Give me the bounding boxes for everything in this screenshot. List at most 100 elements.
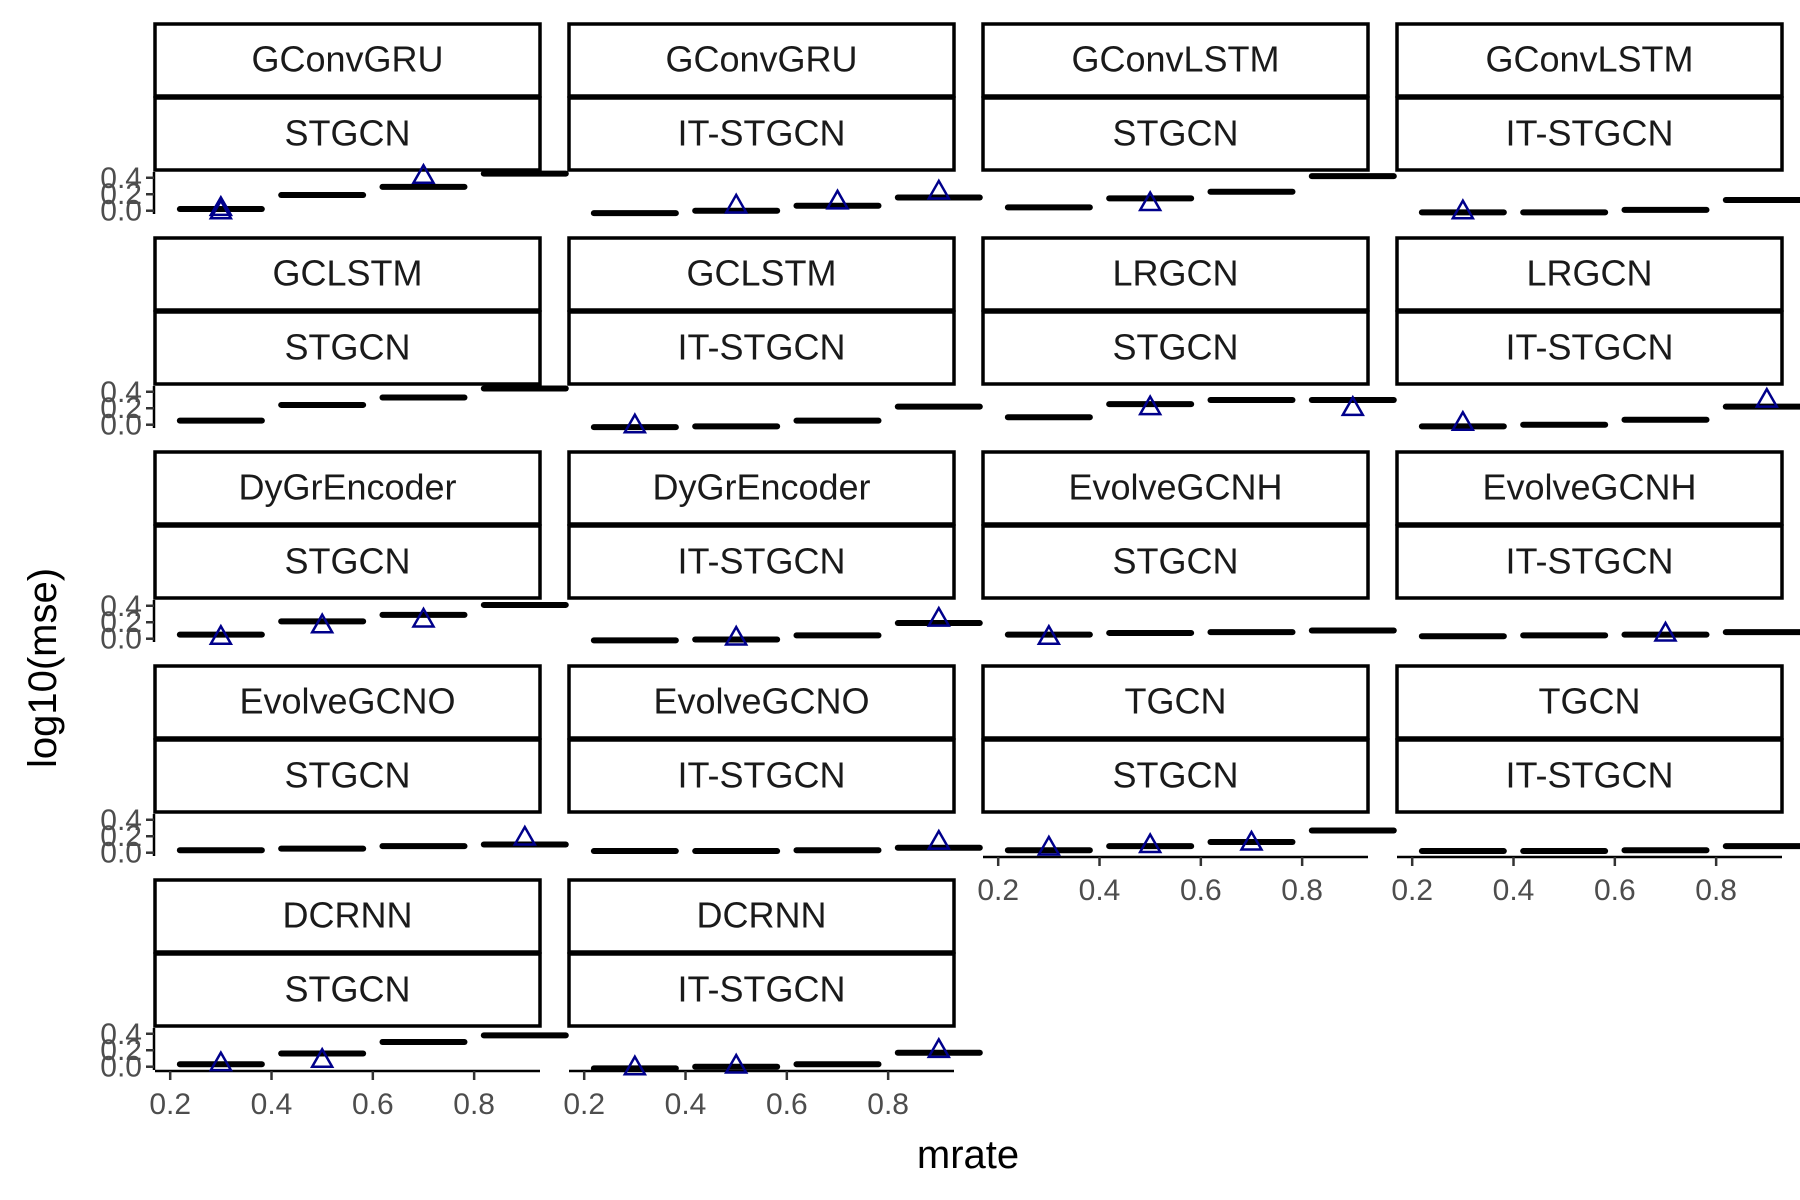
outlier-point <box>1754 386 1779 408</box>
strip-bottom-box <box>153 524 542 600</box>
strip-top-box <box>567 22 956 98</box>
y-tick-label: 0.4 <box>100 590 142 623</box>
strip-top-box <box>567 664 956 740</box>
facet-panel: GConvLSTM IT-STGCN <box>1395 22 1800 220</box>
strip-top-label: GConvLSTM <box>1071 39 1279 80</box>
outlier-point <box>926 178 951 200</box>
outlier-point <box>926 828 951 850</box>
y-tick-label: 0.4 <box>100 1018 142 1051</box>
strip-top-label: EvolveGCNO <box>239 681 455 722</box>
strip-top-label: GConvLSTM <box>1485 39 1693 80</box>
strip-top-label: EvolveGCNO <box>653 681 869 722</box>
facet-panel: DyGrEncoder STGCN 0.00.20.4 <box>100 450 569 656</box>
strip-top-box <box>981 22 1370 98</box>
y-tick-label: 0.2 <box>100 1034 142 1067</box>
y-tick-label: 0.0 <box>100 623 142 656</box>
outlier-point <box>622 412 648 434</box>
strip-bottom-box <box>153 738 542 814</box>
strip-bottom-label: IT-STGCN <box>1506 755 1674 796</box>
strip-bottom-label: STGCN <box>1113 327 1239 368</box>
x-tick-label: 0.6 <box>352 1088 394 1121</box>
strip-top-label: DyGrEncoder <box>238 467 456 508</box>
panels-layer: GConvGRUSTGCN0.00.20.4GConvGRUIT-STGCNGC… <box>100 22 1800 1121</box>
outlier-point <box>724 192 749 214</box>
strip-bottom-label: STGCN <box>285 755 411 796</box>
strip-bottom-label: IT-STGCN <box>1506 327 1674 368</box>
outlier-point <box>1138 831 1163 854</box>
outlier-point <box>1239 829 1264 851</box>
strip-bottom-label: IT-STGCN <box>678 969 846 1010</box>
strip-bottom-label: STGCN <box>1113 755 1239 796</box>
facet-panel: GConvLSTM STGCN <box>981 22 1397 212</box>
y-axis-title: log10(mse) <box>21 568 65 768</box>
y-tick-label: 0.2 <box>100 178 142 211</box>
strip-bottom-label: IT-STGCN <box>678 327 846 368</box>
strip-top-box <box>153 664 542 740</box>
strip-bottom-box <box>567 310 956 386</box>
strip-bottom-label: STGCN <box>285 113 411 154</box>
y-tick-label: 0.0 <box>100 409 142 442</box>
outlier-point <box>1036 623 1062 645</box>
strip-top-box <box>1395 22 1784 98</box>
x-tick-label: 0.2 <box>149 1088 191 1121</box>
facet-panel: EvolveGCNH STGCN <box>981 450 1397 645</box>
x-tick-label: 0.2 <box>977 874 1019 907</box>
strip-bottom-box <box>981 738 1370 814</box>
x-axis-title: mrate <box>917 1133 1019 1177</box>
outlier-point <box>411 162 436 185</box>
facet-panel: GCLSTM STGCN 0.00.20.4 <box>100 236 569 442</box>
x-tick-label: 0.6 <box>1594 874 1636 907</box>
facet-panel: TGCN IT-STGCN 0.2 0.4 0.6 0.8 <box>1391 664 1800 907</box>
facet-panel: GConvGRU STGCN 0.00.20.4 <box>100 22 569 228</box>
outlier-point <box>1450 198 1476 220</box>
strip-top-label: LRGCN <box>1526 253 1652 294</box>
x-tick-label: 0.8 <box>1281 874 1323 907</box>
strip-top-box <box>567 878 956 954</box>
y-tick-label: 0.2 <box>100 820 142 853</box>
outlier-point <box>310 1046 335 1069</box>
strip-bottom-box <box>567 524 956 600</box>
x-tick-label: 0.4 <box>251 1088 293 1121</box>
outlier-point <box>512 824 537 846</box>
x-tick-label: 0.8 <box>1695 874 1737 907</box>
strip-bottom-label: STGCN <box>285 969 411 1010</box>
y-tick-label: 0.0 <box>100 1051 142 1084</box>
strip-top-label: GCLSTM <box>272 253 422 294</box>
strip-top-label: EvolveGCNH <box>1482 467 1696 508</box>
strip-bottom-box <box>1395 96 1784 172</box>
strip-top-box <box>153 22 542 98</box>
strip-top-box <box>1395 450 1784 526</box>
x-tick-label: 0.2 <box>563 1088 605 1121</box>
y-tick-label: 0.0 <box>100 195 142 228</box>
strip-bottom-label: IT-STGCN <box>678 755 846 796</box>
facet-panel: GConvGRU IT-STGCN <box>567 22 983 217</box>
x-tick-label: 0.4 <box>665 1088 707 1121</box>
strip-top-label: GConvGRU <box>665 39 857 80</box>
outlier-point <box>1450 409 1476 431</box>
x-tick-label: 0.4 <box>1493 874 1535 907</box>
y-tick-label: 0.4 <box>100 376 142 409</box>
strip-bottom-box <box>981 310 1370 386</box>
y-tick-label: 0.0 <box>100 837 142 870</box>
x-tick-label: 0.2 <box>1391 874 1433 907</box>
strip-bottom-box <box>153 310 542 386</box>
outlier-point <box>310 612 335 634</box>
outlier-point <box>1653 620 1678 642</box>
x-tick-label: 0.4 <box>1079 874 1121 907</box>
facet-panel: EvolveGCNH IT-STGCN <box>1395 450 1800 642</box>
x-tick-label: 0.6 <box>1180 874 1222 907</box>
strip-bottom-box <box>981 524 1370 600</box>
facet-panel: DCRNN IT-STGCN 0.2 0.4 0.6 0.8 <box>563 878 983 1121</box>
strip-top-box <box>981 236 1370 312</box>
facet-panel: EvolveGCNO IT-STGCN <box>567 664 983 855</box>
strip-top-label: TGCN <box>1125 681 1227 722</box>
outlier-point <box>208 198 234 220</box>
strip-top-box <box>153 236 542 312</box>
strip-bottom-label: STGCN <box>1113 113 1239 154</box>
strip-top-box <box>567 450 956 526</box>
outlier-point <box>724 624 749 646</box>
outlier-point <box>1340 394 1365 417</box>
strip-bottom-box <box>981 96 1370 172</box>
y-tick-label: 0.2 <box>100 392 142 425</box>
